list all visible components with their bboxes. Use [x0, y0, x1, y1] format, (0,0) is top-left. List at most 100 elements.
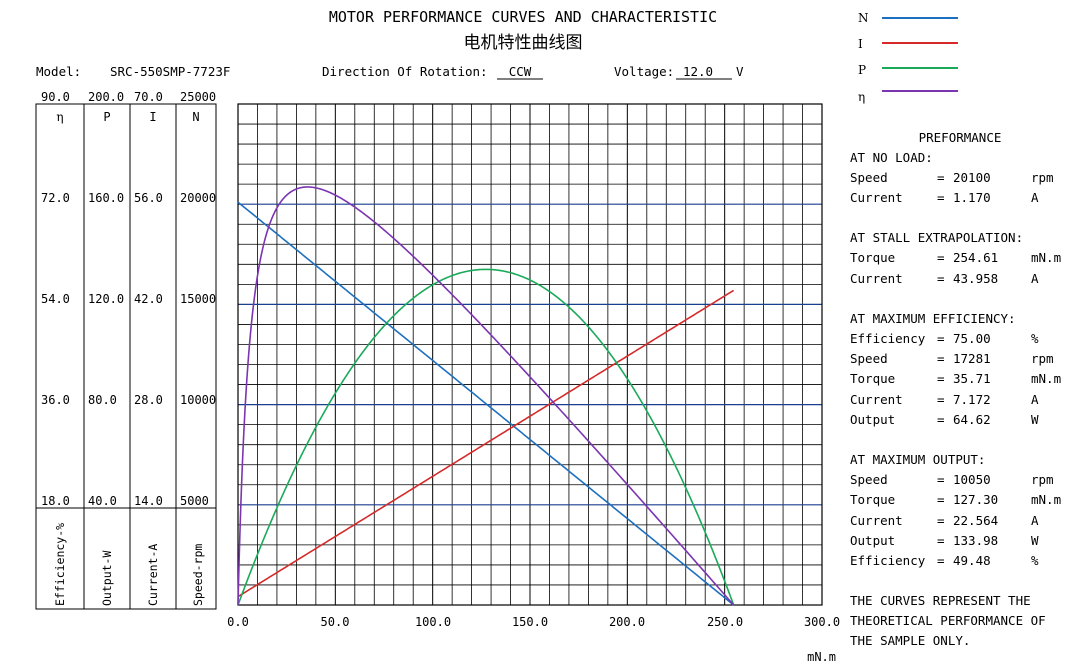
x-tick-label: 100.0 — [415, 615, 451, 629]
spec-value: 64.62 — [953, 412, 991, 427]
x-tick-label: 250.0 — [707, 615, 743, 629]
x-axis-unit: mN.m — [807, 650, 836, 664]
axis-title-output: Output-W — [100, 551, 114, 606]
axis-title-current: Current-A — [146, 544, 160, 606]
axis-tick-label: 160.0 — [88, 191, 124, 205]
axis-tick-label: 14.0 — [134, 494, 163, 508]
spec-unit: mN.m — [1031, 250, 1061, 265]
axis-header-n: N — [192, 110, 199, 124]
model-label: Model: — [36, 64, 81, 79]
spec-name: Current — [850, 513, 903, 528]
spec-name: Efficiency — [850, 331, 926, 346]
spec-name: Speed — [850, 472, 888, 487]
performance-title: PREFORMANCE — [919, 130, 1002, 145]
axis-tick-label: 200.0 — [88, 90, 124, 104]
spec-unit: rpm — [1031, 351, 1054, 366]
x-tick-label: 0.0 — [227, 615, 249, 629]
axis-tick-row-4: 18.0 40.0 14.0 5000 — [41, 494, 209, 508]
axis-tick-row-2: 54.0 120.0 42.0 15000 — [41, 292, 216, 306]
spec-name: Current — [850, 271, 903, 286]
spec-unit: rpm — [1031, 472, 1054, 487]
axis-header-i: I — [149, 110, 156, 124]
plot-frame — [237, 103, 823, 606]
spec-unit: A — [1031, 271, 1039, 286]
axis-tick-label: 72.0 — [41, 191, 70, 205]
x-axis: 0.0 50.0 100.0 150.0 200.0 250.0 300.0 m… — [227, 615, 840, 664]
spec-unit: % — [1031, 331, 1039, 346]
spec-eq: = — [937, 513, 945, 528]
spec-eq: = — [937, 392, 945, 407]
axis-tick-label: 42.0 — [134, 292, 163, 306]
x-tick-label: 300.0 — [804, 615, 840, 629]
axis-tick-label: 80.0 — [88, 393, 117, 407]
stall-heading: AT STALL EXTRAPOLATION: — [850, 230, 1023, 245]
model-value: SRC-550SMP-7723F — [110, 64, 230, 79]
series-line-eta — [237, 186, 735, 606]
spec-name: Current — [850, 190, 903, 205]
rotation-label: Direction Of Rotation: — [322, 64, 488, 79]
axis-tick-label: 18.0 — [41, 494, 70, 508]
axis-tick-label: 20000 — [180, 191, 216, 205]
spec-name: Torque — [850, 371, 895, 386]
series-line-i — [237, 289, 735, 598]
axis-table: η P I N Efficiency-% Output-W Current-A … — [35, 90, 217, 610]
axis-tick-label: 10000 — [180, 393, 216, 407]
spec-eq: = — [937, 371, 945, 386]
note-line: THEORETICAL PERFORMANCE OF — [850, 613, 1046, 628]
spec-eq: = — [937, 533, 945, 548]
x-tick-label: 50.0 — [321, 615, 350, 629]
spec-unit: A — [1031, 513, 1039, 528]
x-tick-label: 150.0 — [512, 615, 548, 629]
spec-unit: % — [1031, 553, 1039, 568]
axis-tick-label: 28.0 — [134, 393, 163, 407]
spec-eq: = — [937, 553, 945, 568]
spec-value: 22.564 — [953, 513, 998, 528]
spec-eq: = — [937, 412, 945, 427]
spec-name: Speed — [850, 351, 888, 366]
legend-label-p: P — [858, 63, 866, 77]
spec-value: 7.172 — [953, 392, 991, 407]
spec-value: 133.98 — [953, 533, 998, 548]
spec-unit: W — [1031, 533, 1039, 548]
axis-table-frame — [35, 103, 217, 610]
spec-value: 43.958 — [953, 271, 998, 286]
no-load-heading: AT NO LOAD: — [850, 150, 933, 165]
spec-unit: A — [1031, 392, 1039, 407]
axis-tick-label: 5000 — [180, 494, 209, 508]
axis-tick-row-0: 90.0 200.0 70.0 25000 — [41, 90, 216, 104]
max-out-heading: AT MAXIMUM OUTPUT: — [850, 452, 985, 467]
spec-unit: W — [1031, 412, 1039, 427]
axis-tick-label: 25000 — [180, 90, 216, 104]
axis-tick-label: 56.0 — [134, 191, 163, 205]
max-eff-heading: AT MAXIMUM EFFICIENCY: — [850, 311, 1016, 326]
spec-value: 35.71 — [953, 371, 991, 386]
axis-tick-label: 15000 — [180, 292, 216, 306]
note-line: THE CURVES REPRESENT THE — [850, 593, 1031, 608]
spec-eq: = — [937, 170, 945, 185]
spec-value: 75.00 — [953, 331, 991, 346]
spec-value: 127.30 — [953, 492, 998, 507]
axis-tick-row-1: 72.0 160.0 56.0 20000 — [41, 191, 216, 205]
series-line-p — [237, 268, 735, 606]
spec-unit: rpm — [1031, 170, 1054, 185]
spec-name: Torque — [850, 250, 895, 265]
voltage-value: 12.0 — [683, 64, 713, 79]
legend: N I P η — [858, 11, 958, 104]
spec-eq: = — [937, 190, 945, 205]
spec-name: Torque — [850, 492, 895, 507]
plot-series — [237, 186, 735, 606]
legend-label-n: N — [858, 11, 869, 25]
spec-value: 17281 — [953, 351, 991, 366]
series-line-n — [237, 201, 735, 606]
spec-name: Efficiency — [850, 553, 926, 568]
spec-value: 49.48 — [953, 553, 991, 568]
axis-tick-label: 36.0 — [41, 393, 70, 407]
spec-eq: = — [937, 351, 945, 366]
voltage-unit: V — [736, 64, 744, 79]
spec-value: 1.170 — [953, 190, 991, 205]
spec-eq: = — [937, 331, 945, 346]
legend-label-eta: η — [858, 90, 865, 104]
note-line: THE SAMPLE ONLY. — [850, 633, 970, 648]
spec-name: Output — [850, 533, 895, 548]
